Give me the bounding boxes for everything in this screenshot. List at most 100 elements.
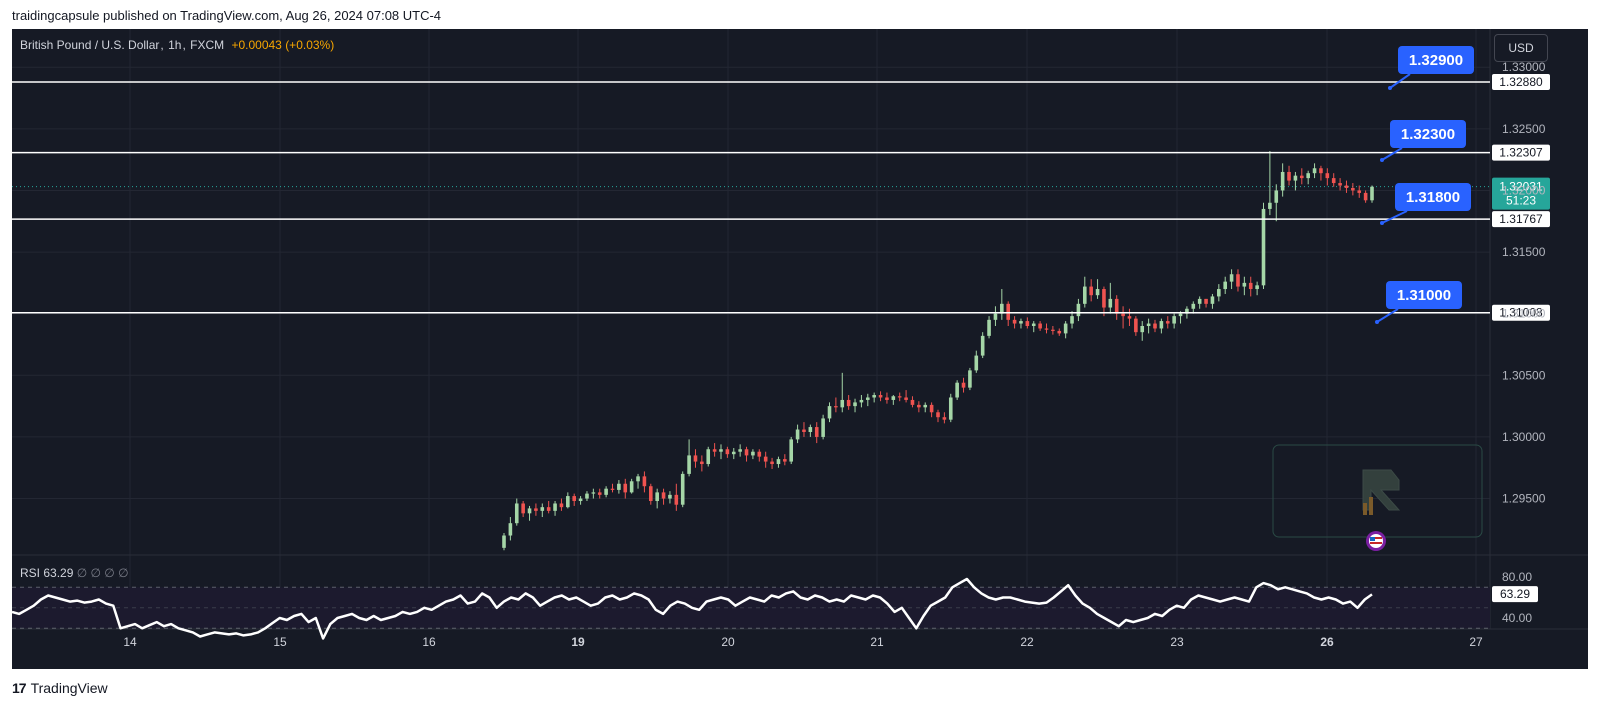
callout-label: 1.32300 (1401, 126, 1455, 143)
candle-body (1095, 289, 1100, 296)
candle-body (706, 449, 711, 465)
candle-body (1076, 303, 1081, 317)
candle-body (878, 395, 883, 398)
candle-body (687, 455, 691, 474)
currency-button[interactable]: USD (1494, 34, 1548, 62)
candle-body (1063, 323, 1068, 334)
candle-body (693, 455, 698, 462)
candle-body (578, 498, 583, 502)
candle-body (1293, 175, 1298, 181)
symbol-legend: British Pound / U.S. Dollar, 1h, FXCM +0… (20, 38, 335, 52)
time-tick-label: 26 (1320, 635, 1334, 649)
price-line-label-bg (1492, 211, 1550, 228)
candle-body (1312, 168, 1317, 174)
price-chart[interactable]: 1.32880 1.32900 1.32307 1.32300 1.31767 1.318… (12, 29, 1588, 669)
candle-body (961, 382, 966, 388)
chart-frame[interactable]: 1.32880 1.32900 1.32307 1.32300 1.31767 1.318… (12, 29, 1588, 669)
candle-body (1038, 323, 1042, 329)
candle-body (834, 406, 838, 408)
candle-body (885, 397, 889, 400)
candle-body (929, 404, 934, 413)
candle-body (1172, 316, 1176, 324)
candle-body (1134, 318, 1138, 333)
price-line-label: 1.32880 (1499, 75, 1543, 89)
candle-body (719, 449, 723, 452)
time-tick-label: 19 (571, 635, 585, 649)
candle-body (980, 335, 985, 356)
candle-body (629, 481, 634, 493)
candle-body (1108, 298, 1113, 308)
candle-body (1031, 323, 1036, 327)
rsi-axis-label: 80.00 (1502, 570, 1532, 584)
price-line-label-bg (1492, 304, 1550, 321)
callout-box (1398, 46, 1474, 74)
candle-body (770, 461, 774, 465)
rsi-legend: RSI 63.29 ∅ ∅ ∅ ∅ (20, 566, 129, 580)
candle-body (597, 492, 602, 495)
price-line-label: 1.32307 (1499, 146, 1543, 160)
callout-pointer (1381, 210, 1408, 224)
candle-body (1268, 202, 1272, 209)
candle-body (1204, 298, 1208, 304)
candle-body (572, 496, 577, 502)
time-tick-label: 20 (721, 635, 735, 649)
tradingview-logo-icon: 17 (12, 680, 27, 696)
candle-body (763, 456, 768, 462)
candle-body (636, 476, 640, 482)
candle-body (1351, 187, 1355, 191)
candle-body (955, 382, 959, 398)
candle-body (942, 417, 947, 420)
last-price-label: 1.32031 (1499, 180, 1543, 194)
candle-body (540, 507, 545, 511)
callout-pointer (1389, 73, 1411, 89)
candle-body (917, 404, 921, 408)
candle-body (1191, 303, 1196, 309)
time-tick-label: 15 (273, 635, 287, 649)
last-price-tag (1492, 177, 1550, 210)
candle-body (527, 508, 532, 514)
candle-body (1236, 274, 1240, 287)
time-tick-label: 22 (1020, 635, 1034, 649)
price-line-label: 1.31767 (1499, 212, 1543, 226)
candle-body (514, 503, 519, 524)
symbol-name: British Pound / U.S. Dollar (20, 38, 160, 52)
price-tick-label: 1.32500 (1502, 122, 1546, 136)
candle-body (1070, 316, 1074, 324)
candle-body (680, 473, 685, 505)
candle-body (1153, 323, 1157, 329)
candle-body (1363, 192, 1368, 201)
time-tick-label: 27 (1469, 635, 1483, 649)
candle-body (1114, 298, 1119, 314)
candle-body (1102, 289, 1106, 308)
callout-box (1390, 120, 1466, 148)
candle-body (1197, 298, 1202, 304)
footer: 17 TradingView (12, 680, 108, 696)
candle-body (1006, 303, 1011, 320)
candle-body (623, 483, 628, 493)
candle-body (1255, 285, 1259, 290)
candle-body (725, 449, 730, 455)
candle-body (1274, 190, 1279, 203)
callout-anchor (1388, 86, 1392, 90)
price-tick-label: 1.30500 (1502, 368, 1546, 382)
candle-body (1299, 175, 1304, 179)
candle-body (974, 355, 979, 371)
price-tick-label: 1.31000 (1502, 307, 1546, 321)
candle-body (853, 402, 857, 407)
candle-body (1248, 282, 1253, 290)
candle-body (502, 535, 506, 548)
candle-body (827, 406, 832, 419)
candle-body (1344, 185, 1349, 188)
candle-body (591, 492, 596, 494)
footer-brand[interactable]: TradingView (30, 680, 108, 696)
candle-body (1165, 321, 1170, 324)
candle-body (846, 399, 851, 407)
symbol-interval: 1h (168, 38, 182, 52)
candle-body (910, 399, 915, 405)
candle-body (987, 319, 991, 336)
candle-body (668, 494, 672, 499)
candle-body (923, 404, 928, 408)
candle-body (795, 429, 800, 440)
candle-body (1051, 329, 1055, 331)
candle-body (738, 449, 742, 452)
